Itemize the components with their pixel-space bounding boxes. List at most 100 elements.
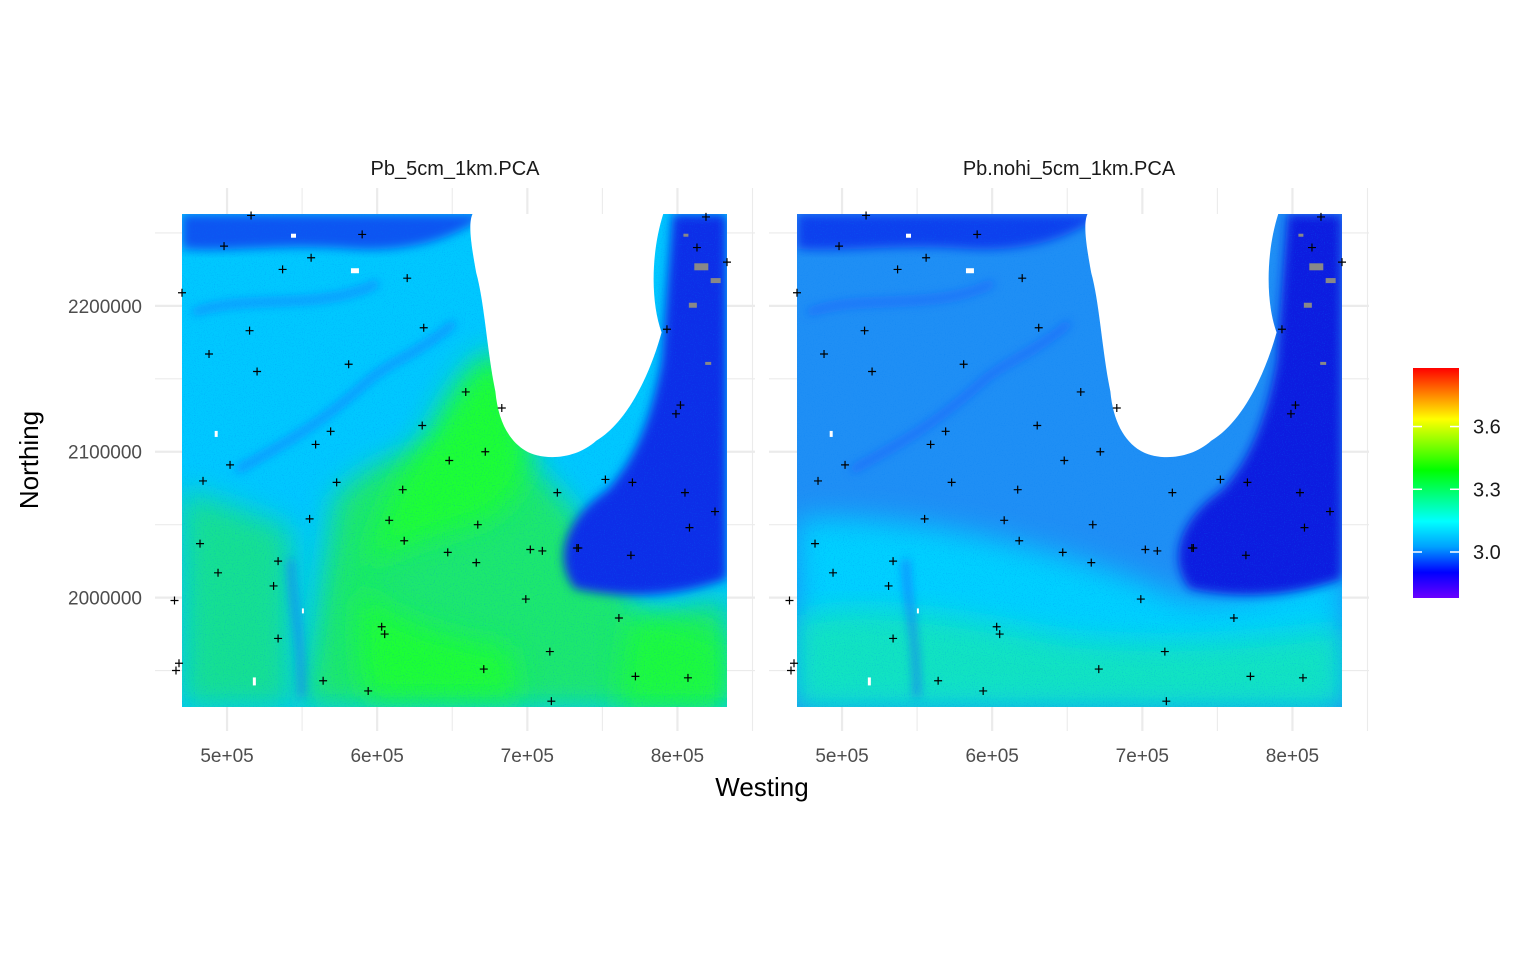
sample-point (473, 520, 482, 529)
sample-point (174, 659, 183, 668)
sample-point (1096, 447, 1105, 456)
sample-point (481, 447, 490, 456)
sample-point (305, 514, 314, 523)
x-tick-label: 6e+05 (350, 746, 403, 767)
sample-point (710, 507, 719, 516)
sample-point (1013, 485, 1022, 494)
legend-tick-label: 3.3 (1473, 479, 1501, 501)
sample-point (811, 539, 820, 548)
sample-point (868, 367, 877, 376)
sample-point (829, 568, 838, 577)
sample-point (214, 568, 223, 577)
sample-point (1060, 456, 1069, 465)
x-tick-label: 5e+05 (200, 746, 253, 767)
y-tick-label: 2100000 (68, 443, 142, 464)
sample-point (1325, 507, 1334, 516)
sample-point (926, 440, 935, 449)
sample-point (631, 672, 640, 681)
sample-point (419, 323, 428, 332)
sample-point (220, 242, 229, 251)
sample-point (380, 630, 389, 639)
sample-point (1298, 673, 1307, 682)
sample-point (614, 614, 623, 623)
raster-nodata-cell (710, 278, 721, 284)
sample-point (628, 478, 637, 487)
sample-point (1112, 403, 1121, 412)
sample-point (1229, 614, 1238, 623)
sample-point (1088, 520, 1097, 529)
y-axis-title: Northing (14, 411, 44, 509)
x-tick-label: 6e+05 (965, 746, 1018, 767)
sample-point (889, 557, 898, 566)
sample-point (497, 403, 506, 412)
sample-point (445, 456, 454, 465)
sample-point (786, 666, 795, 675)
sample-point (1286, 409, 1295, 418)
legend-tick-label: 3.6 (1473, 417, 1501, 439)
sample-point (785, 596, 794, 605)
sample-point (1241, 551, 1250, 560)
sample-point (626, 551, 635, 560)
sample-point (170, 596, 179, 605)
sample-point (385, 516, 394, 525)
raster-nodata-cell (1320, 361, 1327, 365)
sample-point (574, 544, 583, 553)
panel-right-x-tick-labels: 5e+05 6e+05 7e+05 8e+05 (815, 746, 1319, 767)
legend-tick-label: 3.0 (1473, 542, 1501, 564)
sample-point (253, 367, 262, 376)
x-tick-label: 8e+05 (1266, 746, 1319, 767)
sample-point (680, 488, 689, 497)
sample-point (671, 409, 680, 418)
sample-point (472, 558, 481, 567)
sample-point (601, 475, 610, 484)
x-tick-label: 7e+05 (1116, 746, 1169, 767)
sample-point (538, 546, 547, 555)
sample-point (676, 401, 685, 410)
raster-water-patch (829, 430, 833, 437)
sample-point (1094, 665, 1103, 674)
sample-point (274, 557, 283, 566)
sample-point (1216, 475, 1225, 484)
sample-point (1295, 488, 1304, 497)
sample-point (398, 485, 407, 494)
sample-point (1277, 325, 1286, 334)
panel-left-title: Pb_5cm_1km.PCA (371, 158, 541, 180)
sample-point (1136, 595, 1145, 604)
sample-point (1141, 545, 1150, 554)
sample-point (1316, 212, 1325, 221)
sample-point (1018, 274, 1027, 283)
raster-water-patch (214, 430, 218, 437)
sample-point (178, 288, 186, 297)
sample-point (364, 686, 373, 695)
sample-point (278, 265, 287, 274)
raster-nodata-cell (1298, 233, 1304, 237)
sample-point (1168, 488, 1177, 497)
sample-point (358, 230, 367, 239)
panel-right-raster (797, 214, 1342, 707)
sample-point (247, 211, 256, 220)
raster-water-patch (252, 677, 256, 686)
sample-point (995, 630, 1004, 639)
panel-right-sample-points (785, 211, 1346, 706)
raster-lake (470, 214, 664, 458)
sample-point (245, 326, 254, 335)
sample-point (547, 697, 556, 706)
raster-water-patch (867, 677, 871, 686)
raster-water-patch (906, 233, 911, 238)
sample-point (793, 288, 801, 297)
panel-left-sample-points (170, 211, 731, 706)
y-tick-labels: 2000000 2100000 2200000 (68, 297, 142, 610)
sample-point (196, 539, 205, 548)
raster-nodata-cell (683, 233, 689, 237)
raster-nodata-cell (1325, 278, 1336, 284)
sample-point (1153, 546, 1162, 555)
legend-ticks: 3.0 3.3 3.6 (1413, 417, 1501, 564)
sample-point (862, 211, 871, 220)
x-tick-label: 5e+05 (815, 746, 868, 767)
raster-nodata-cell (1303, 302, 1312, 308)
legend-colorbar (1413, 368, 1459, 598)
sample-point (723, 258, 731, 267)
sample-point (1307, 243, 1316, 252)
sample-point (1087, 558, 1096, 567)
